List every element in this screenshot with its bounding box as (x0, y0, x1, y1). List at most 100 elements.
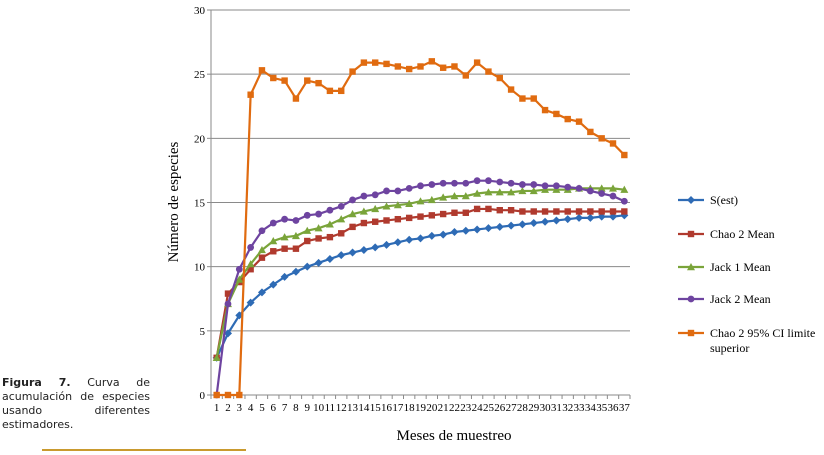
x-tick-label: 23 (460, 402, 472, 414)
series-line (215, 179, 625, 396)
data-point (257, 245, 266, 254)
data-point (371, 243, 380, 252)
data-point (394, 187, 402, 195)
data-point (417, 213, 424, 220)
y-tick-label: 5 (200, 326, 206, 338)
data-point (315, 235, 322, 242)
data-point (439, 64, 447, 71)
x-tick-label: 15 (370, 402, 382, 414)
data-point (326, 87, 334, 95)
data-point (519, 181, 526, 188)
data-point (575, 213, 584, 222)
caption-rule (42, 449, 246, 451)
x-tick-label: 1 (214, 402, 220, 414)
x-tick-label: 29 (528, 402, 540, 414)
data-point (451, 179, 458, 187)
data-point (484, 224, 493, 233)
data-point (314, 224, 323, 232)
data-point (598, 135, 605, 142)
data-point (530, 208, 537, 215)
data-point (292, 95, 300, 102)
data-point (417, 182, 424, 190)
data-point (462, 179, 470, 187)
data-point (326, 233, 334, 241)
data-point (427, 231, 436, 240)
x-tick-label: 21 (438, 402, 449, 414)
x-tick-label: 26 (494, 402, 506, 414)
data-point (496, 207, 503, 214)
data-point (541, 185, 550, 193)
data-point (439, 193, 448, 201)
x-tick-label: 12 (336, 402, 347, 414)
x-tick-label: 13 (347, 402, 359, 414)
data-point (247, 244, 255, 251)
caption-text: Curva de acumulación de especies usando … (2, 376, 150, 431)
x-tick-label: 14 (358, 402, 370, 414)
data-point (325, 254, 334, 263)
x-tick-label: 35 (596, 402, 608, 414)
data-point (541, 106, 549, 114)
data-point (575, 208, 583, 215)
legend-label: S(est) (710, 193, 738, 207)
data-point (393, 238, 402, 247)
data-point (280, 233, 289, 241)
data-point (360, 219, 368, 227)
data-point (587, 208, 594, 215)
data-point (405, 184, 413, 192)
x-tick-label: 33 (574, 402, 586, 414)
data-point (427, 195, 436, 204)
data-point (223, 329, 232, 338)
data-point (382, 202, 391, 210)
data-point (349, 68, 356, 75)
data-point (620, 197, 628, 205)
x-tick-label: 31 (551, 402, 562, 414)
data-point (246, 298, 255, 307)
data-point (258, 254, 266, 261)
data-point (552, 216, 561, 225)
x-tick-label: 5 (259, 402, 265, 414)
legend-label: Jack 1 Mean (710, 260, 771, 274)
data-point (529, 219, 538, 228)
data-point (575, 118, 583, 125)
data-point (416, 234, 425, 243)
y-tick-label: 30 (194, 5, 206, 17)
data-point (383, 217, 390, 224)
data-point (507, 86, 515, 93)
data-point (337, 251, 346, 260)
x-tick-label: 25 (483, 402, 495, 414)
x-tick-label: 32 (562, 402, 573, 414)
data-point (598, 208, 605, 215)
legend-swatch (678, 263, 704, 271)
data-point (552, 185, 561, 193)
data-point (518, 186, 527, 195)
legend-swatch (678, 230, 704, 238)
series-1 (212, 211, 629, 362)
data-point (291, 231, 300, 240)
data-point (258, 227, 266, 235)
data-point (495, 188, 504, 196)
data-point (383, 187, 390, 195)
data-point (315, 79, 322, 87)
x-tick-label: 20 (426, 402, 438, 414)
data-point (394, 63, 402, 70)
data-point (247, 91, 254, 98)
data-point (553, 110, 560, 118)
data-point (473, 225, 482, 234)
x-tick-label: 30 (540, 402, 552, 414)
data-point (519, 95, 526, 102)
data-point (372, 218, 379, 225)
data-point (507, 207, 515, 214)
data-point (281, 215, 289, 223)
y-tick-label: 25 (194, 69, 206, 81)
data-point (552, 182, 560, 190)
legend-label: Chao 2 Mean (710, 227, 775, 241)
data-point (371, 191, 379, 199)
data-point (564, 183, 572, 191)
x-tick-label: 16 (381, 402, 393, 414)
caption-label: Figura 7. (2, 376, 71, 389)
data-point (405, 65, 413, 73)
data-point (348, 210, 357, 218)
data-point (417, 63, 424, 70)
series-5 (213, 58, 628, 399)
y-tick-label: 10 (194, 262, 206, 274)
